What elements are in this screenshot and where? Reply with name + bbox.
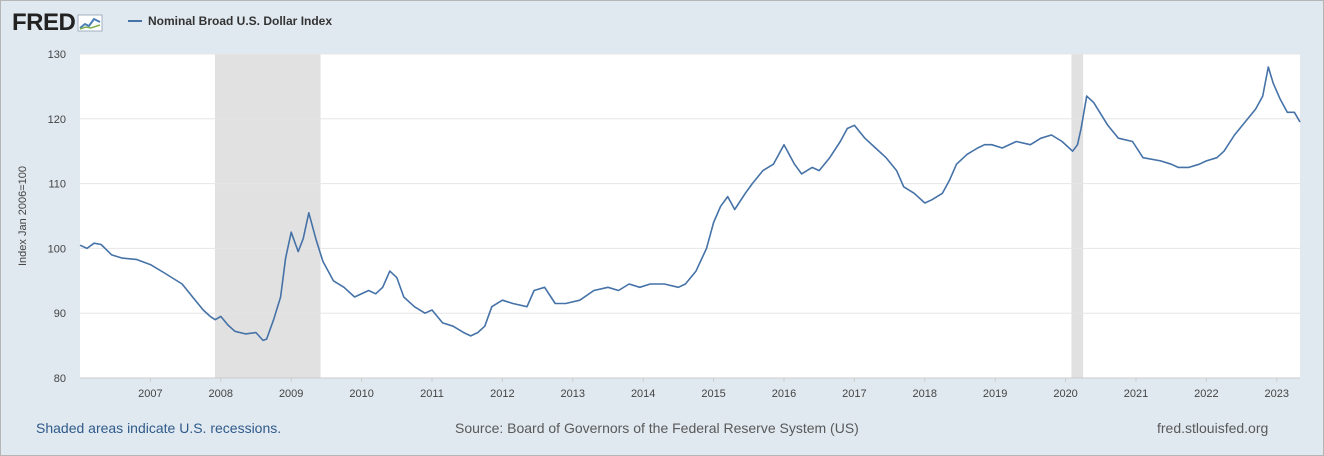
y-tick-label: 120 bbox=[48, 114, 66, 126]
x-tick-label: 2018 bbox=[913, 388, 937, 400]
x-tick-label: 2021 bbox=[1124, 388, 1148, 400]
x-tick-label: 2023 bbox=[1265, 388, 1289, 400]
source-note: Source: Board of Governors of the Federa… bbox=[455, 420, 859, 436]
x-tick-label: 2011 bbox=[420, 388, 444, 400]
x-tick-label: 2010 bbox=[349, 388, 373, 400]
y-tick-label: 90 bbox=[54, 308, 66, 320]
x-tick-label: 2009 bbox=[279, 388, 303, 400]
x-tick-label: 2013 bbox=[561, 388, 585, 400]
x-tick-label: 2016 bbox=[772, 388, 796, 400]
series-line bbox=[79, 66, 1301, 342]
y-axis-label: Index Jan 2006=100 bbox=[17, 166, 29, 266]
logo-text: FRED bbox=[12, 9, 76, 36]
chart-legend: Nominal Broad U.S. Dollar Index bbox=[128, 14, 332, 28]
x-tick-label: 2014 bbox=[631, 388, 655, 400]
x-tick-label: 2019 bbox=[983, 388, 1007, 400]
site-link[interactable]: fred.stlouisfed.org bbox=[1157, 420, 1269, 436]
y-tick-label: 80 bbox=[54, 373, 66, 385]
recession-band bbox=[1071, 54, 1084, 378]
x-tick-label: 2012 bbox=[490, 388, 514, 400]
chart-line-icon bbox=[77, 14, 103, 32]
y-tick-label: 100 bbox=[48, 243, 66, 255]
x-tick-label: 2008 bbox=[209, 388, 233, 400]
recession-note: Shaded areas indicate U.S. recessions. bbox=[36, 420, 282, 436]
recession-band bbox=[214, 54, 321, 378]
x-tick-label: 2020 bbox=[1053, 388, 1077, 400]
fred-logo[interactable]: FRED bbox=[12, 9, 103, 36]
x-tick-label: 2022 bbox=[1194, 388, 1218, 400]
legend-swatch bbox=[128, 20, 142, 22]
y-tick-label: 110 bbox=[48, 179, 66, 191]
x-tick-label: 2015 bbox=[701, 388, 725, 400]
x-tick-label: 2017 bbox=[842, 388, 866, 400]
y-tick-label: 130 bbox=[48, 49, 66, 61]
legend-series-name: Nominal Broad U.S. Dollar Index bbox=[148, 14, 333, 28]
x-tick-label: 2007 bbox=[138, 388, 162, 400]
